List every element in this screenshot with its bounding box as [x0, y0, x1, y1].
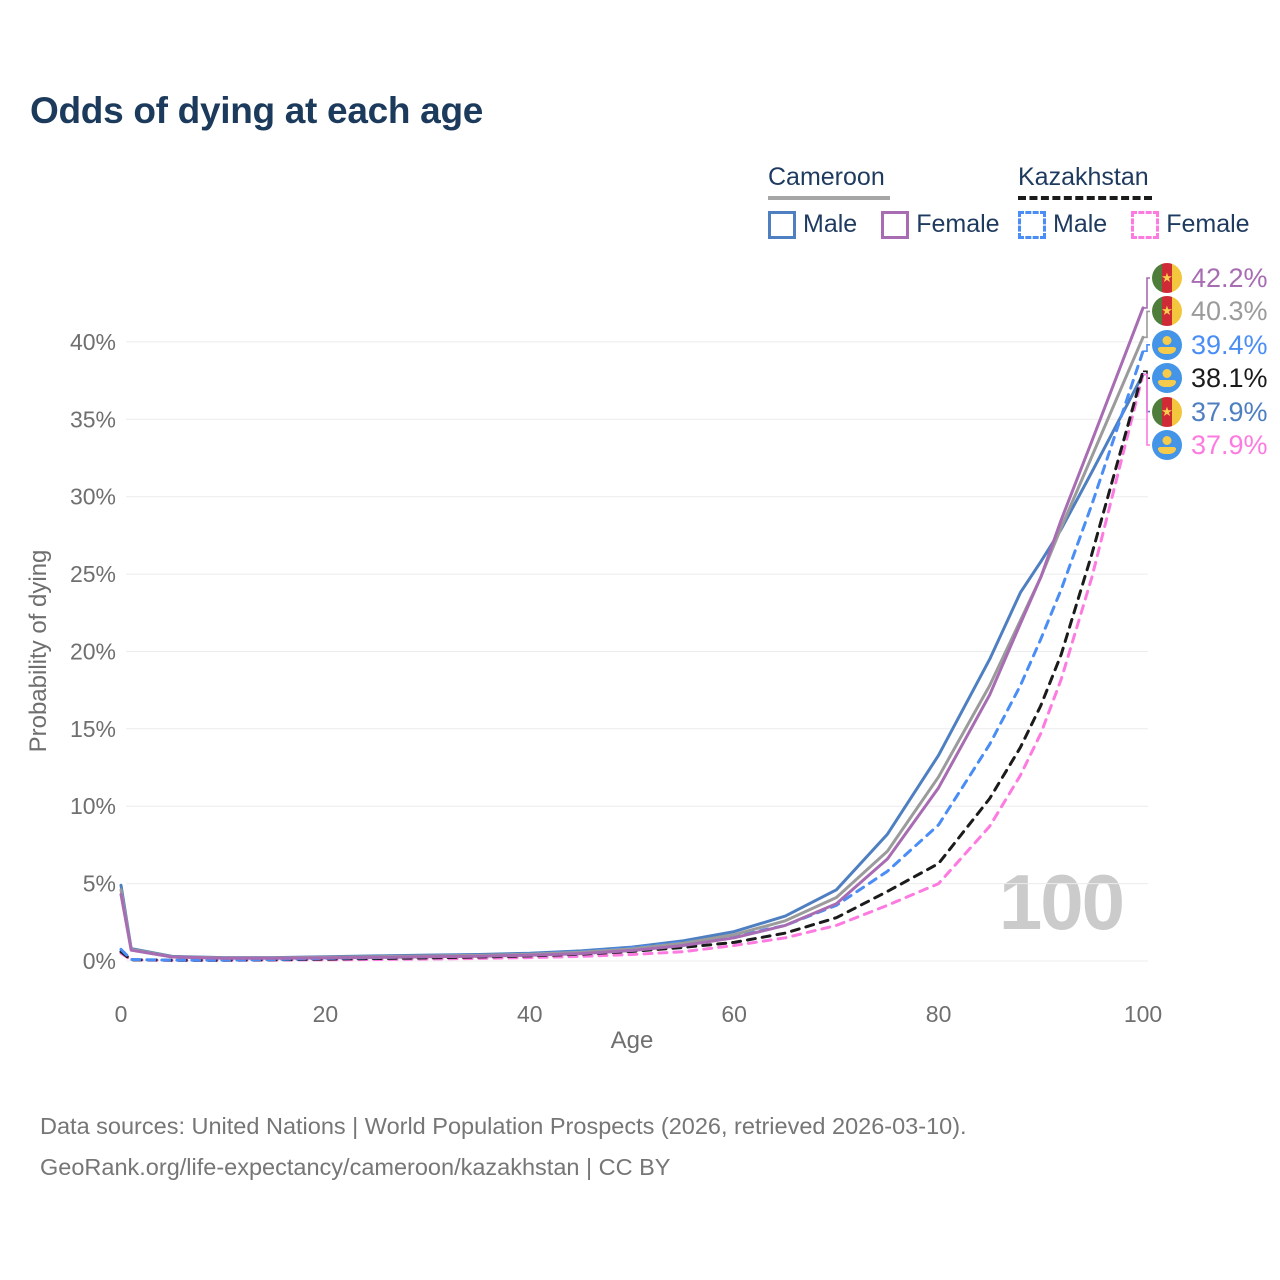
legend-swatch-cameroon-male[interactable]: [768, 210, 796, 239]
legend-items-cameroon: Male Female: [768, 210, 1000, 239]
legend-label-kazakhstan-female: Female: [1166, 210, 1250, 238]
y-tick-40: 40%: [70, 329, 116, 355]
x-tick-20: 20: [313, 1001, 339, 1027]
line-cameroon-both-sexes[interactable]: [119, 335, 1145, 960]
y-tick-0: 0%: [83, 948, 116, 974]
x-axis-title: Age: [611, 1027, 654, 1054]
y-axis-title: Probability of dying: [25, 550, 52, 753]
cameroon-line-style-swatch: [768, 196, 890, 200]
series-lines: [119, 306, 1145, 962]
attribution-text: GeoRank.org/life-expectancy/cameroon/kaz…: [40, 1154, 671, 1180]
legend-group-kazakhstan: Kazakhstan Male Female: [1018, 163, 1250, 239]
connector-cameroon-both-sexes: [1143, 310, 1150, 339]
y-tick-15: 15%: [70, 716, 116, 742]
legend-label-cameroon-male: Male: [803, 210, 858, 238]
legend-swatch-cameroon-female[interactable]: [881, 210, 910, 239]
connector-kazakhstan-female: [1143, 373, 1150, 446]
legend-country-kazakhstan: Kazakhstan: [1018, 163, 1149, 191]
footer: Data sources: United Nations | World Pop…: [40, 1106, 967, 1188]
connector-kazakhstan-male: [1143, 344, 1150, 352]
y-tick-20: 20%: [70, 639, 116, 665]
axis-ticks: 0% 5% 10% 15% 20% 25% 30% 35% 40% 0 20 40 60 80 100: [70, 329, 1162, 1027]
line-kazakhstan-female[interactable]: [119, 372, 1145, 962]
legend-label-cameroon-female: Female: [916, 210, 1000, 238]
y-tick-5: 5%: [83, 871, 116, 897]
y-tick-30: 30%: [70, 484, 116, 510]
legend-items-kazakhstan: Male Female: [1018, 210, 1250, 239]
line-kazakhstan-both-sexes[interactable]: [119, 369, 1145, 962]
x-tick-40: 40: [517, 1001, 543, 1027]
line-cameroon-male[interactable]: [119, 372, 1145, 960]
legend-country-cameroon: Cameroon: [768, 163, 885, 191]
x-tick-100: 100: [1124, 1001, 1162, 1027]
x-tick-0: 0: [115, 1001, 128, 1027]
connector-cameroon-female: [1143, 277, 1150, 309]
age-indicator: 100: [998, 858, 1125, 946]
data-sources-text: Data sources: United Nations | World Pop…: [40, 1113, 967, 1139]
end-label-connectors: [1143, 277, 1150, 446]
kazakhstan-line-style-swatch: [1018, 196, 1152, 200]
gridlines: [126, 341, 1148, 962]
legend-label-kazakhstan-male: Male: [1053, 210, 1108, 238]
chart-title: Odds of dying at each age: [30, 90, 484, 131]
y-tick-35: 35%: [70, 406, 116, 432]
x-tick-60: 60: [721, 1001, 747, 1027]
y-tick-25: 25%: [70, 561, 116, 587]
y-tick-10: 10%: [70, 793, 116, 819]
legend-swatch-kazakhstan-male[interactable]: [1018, 210, 1046, 239]
legend-swatch-kazakhstan-female[interactable]: [1131, 210, 1160, 239]
legend-group-cameroon: Cameroon Male Female: [768, 163, 1000, 239]
line-cameroon-female[interactable]: [119, 306, 1145, 960]
x-tick-80: 80: [926, 1001, 952, 1027]
